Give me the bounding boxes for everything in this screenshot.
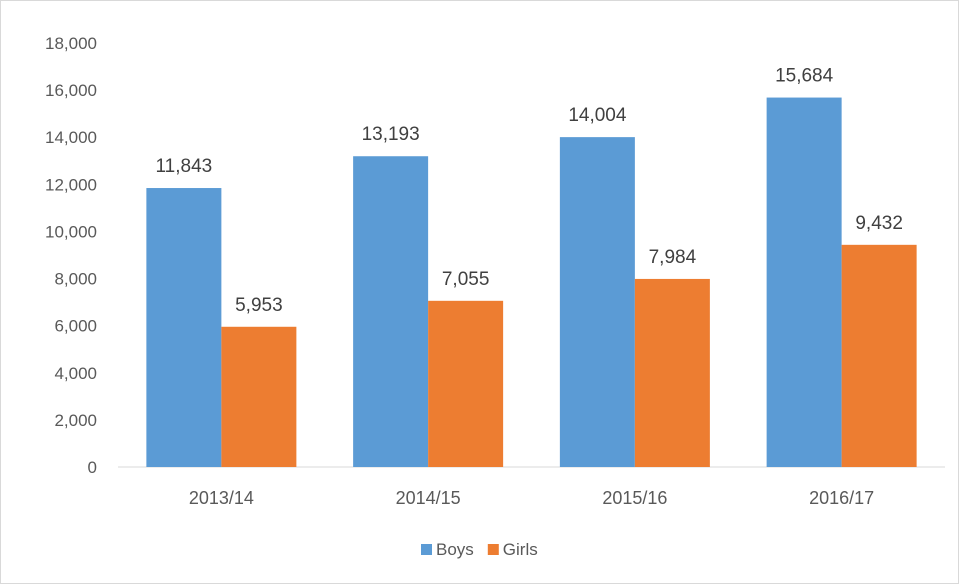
- legend-swatch-boys: [421, 544, 432, 555]
- bar-boys-0: [146, 188, 222, 467]
- data-label-girls: 7,984: [649, 247, 697, 268]
- y-tick-label: 18,000: [45, 34, 97, 53]
- bar-girls-0: [221, 326, 297, 467]
- y-tick-label: 6,000: [54, 317, 97, 336]
- legend: Boys Girls: [421, 540, 538, 559]
- data-label-boys: 13,193: [362, 124, 420, 145]
- bar-boys-3: [766, 97, 842, 468]
- legend-label-boys: Boys: [436, 540, 474, 559]
- bar-girls-2: [634, 278, 710, 467]
- legend-label-girls: Girls: [503, 540, 538, 559]
- x-category-label: 2014/15: [396, 488, 461, 508]
- data-label-girls: 7,055: [442, 269, 490, 290]
- legend-swatch-girls: [487, 544, 499, 555]
- y-tick-label: 2,000: [54, 411, 97, 430]
- x-category-label: 2015/16: [602, 488, 667, 508]
- bar-girls-1: [428, 300, 504, 467]
- data-label-boys: 14,004: [568, 105, 627, 126]
- bar-boys-2: [559, 137, 635, 468]
- y-tick-label: 14,000: [45, 128, 97, 147]
- y-tick-label: 4,000: [54, 364, 97, 383]
- y-tick-label: 0: [88, 458, 97, 477]
- data-label-boys: 15,684: [775, 66, 834, 87]
- x-axis-labels: 2013/14 2014/15 2015/16 2016/17: [189, 488, 874, 508]
- x-category-label: 2016/17: [809, 488, 874, 508]
- bars: [146, 97, 917, 468]
- bar-boys-1: [353, 156, 429, 467]
- bar-girls-3: [841, 244, 917, 467]
- y-tick-label: 12,000: [45, 175, 97, 194]
- y-tick-label: 8,000: [54, 270, 97, 289]
- data-label-girls: 9,432: [855, 213, 903, 234]
- data-labels: 11,843 5,953 13,193 7,055 14,004 7,984 15,684 9…: [156, 66, 903, 316]
- y-tick-label: 16,000: [45, 81, 97, 100]
- y-axis-labels: 0 2,000 4,000 6,000 8,000 10,000 12,000 14,000 1…: [45, 34, 97, 477]
- y-tick-label: 10,000: [45, 222, 97, 241]
- data-label-boys: 11,843: [156, 156, 213, 177]
- data-label-girls: 5,953: [235, 295, 283, 316]
- x-category-label: 2013/14: [189, 488, 254, 508]
